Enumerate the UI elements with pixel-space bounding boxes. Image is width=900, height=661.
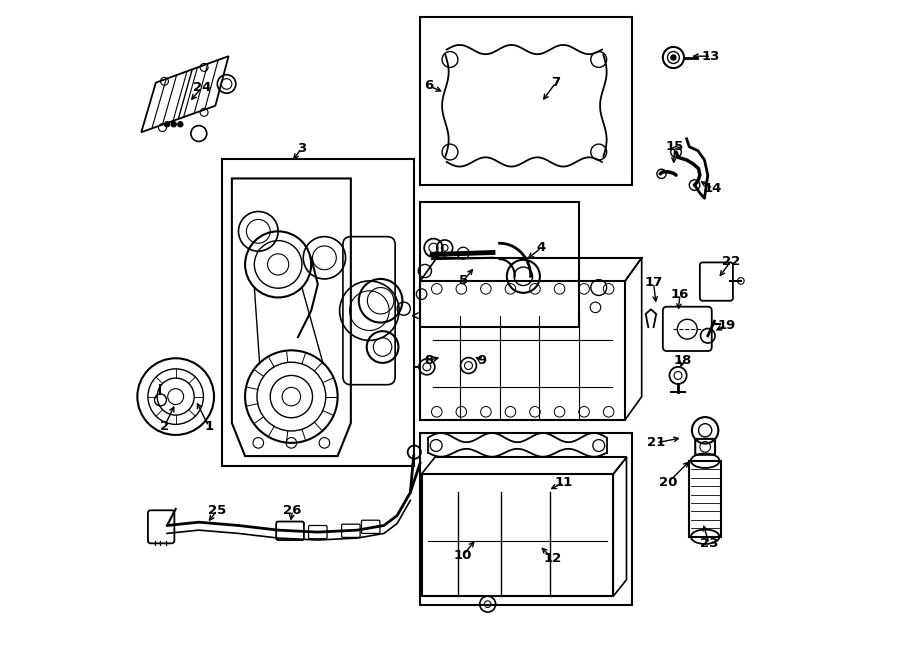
Text: 4: 4	[536, 241, 545, 254]
Text: 7: 7	[551, 76, 561, 89]
Circle shape	[670, 55, 676, 60]
Text: 19: 19	[717, 319, 735, 332]
Text: 18: 18	[673, 354, 692, 367]
Text: 15: 15	[666, 140, 684, 153]
Text: 1: 1	[204, 420, 213, 433]
Circle shape	[171, 122, 176, 127]
Text: 17: 17	[644, 276, 662, 290]
Text: 26: 26	[284, 504, 302, 517]
Circle shape	[165, 122, 170, 127]
Text: 21: 21	[647, 436, 665, 449]
Bar	[420, 17, 632, 185]
Bar	[420, 202, 579, 327]
Text: 10: 10	[454, 549, 473, 562]
Text: 9: 9	[477, 354, 486, 367]
Text: 20: 20	[659, 476, 678, 489]
Text: 12: 12	[544, 552, 562, 565]
Text: 5: 5	[459, 274, 468, 288]
Text: 16: 16	[670, 288, 689, 301]
Text: 24: 24	[193, 81, 212, 94]
Bar	[689, 461, 721, 537]
Text: 13: 13	[702, 50, 720, 63]
Bar	[420, 433, 632, 605]
Bar	[222, 159, 414, 466]
Text: 3: 3	[297, 142, 306, 155]
Text: 23: 23	[700, 537, 718, 550]
Text: 11: 11	[554, 476, 572, 489]
Text: 8: 8	[424, 354, 434, 367]
Text: 2: 2	[160, 420, 169, 433]
Text: 6: 6	[424, 79, 434, 93]
Text: 25: 25	[208, 504, 227, 517]
Text: 22: 22	[722, 254, 740, 268]
Text: 14: 14	[704, 182, 723, 195]
Circle shape	[177, 122, 183, 127]
